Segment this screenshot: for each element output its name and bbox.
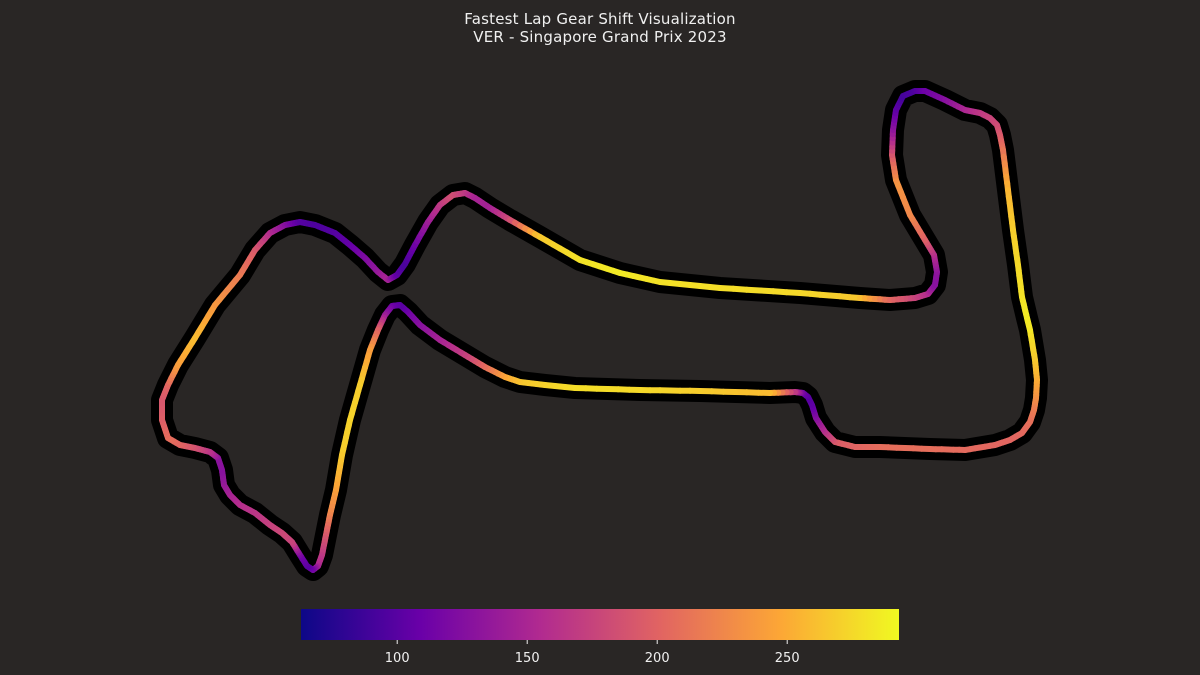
chart-subtitle: VER - Singapore Grand Prix 2023 <box>473 28 727 46</box>
colorbar-tick-label: 100 <box>385 651 410 666</box>
track-colored-line <box>159 88 1040 573</box>
title-block: Fastest Lap Gear Shift Visualization VER… <box>0 10 1200 46</box>
colorbar-tick-label: 150 <box>515 651 540 666</box>
colorbar-gradient <box>301 609 899 640</box>
colorbar-tick-label: 200 <box>645 651 670 666</box>
colorbar-ticks: 100 150 200 250 <box>385 640 800 666</box>
track-map <box>151 80 1048 581</box>
track-segment <box>1026 325 1033 333</box>
chart-title: Fastest Lap Gear Shift Visualization <box>464 10 736 28</box>
colorbar-tick-label: 250 <box>775 651 800 666</box>
